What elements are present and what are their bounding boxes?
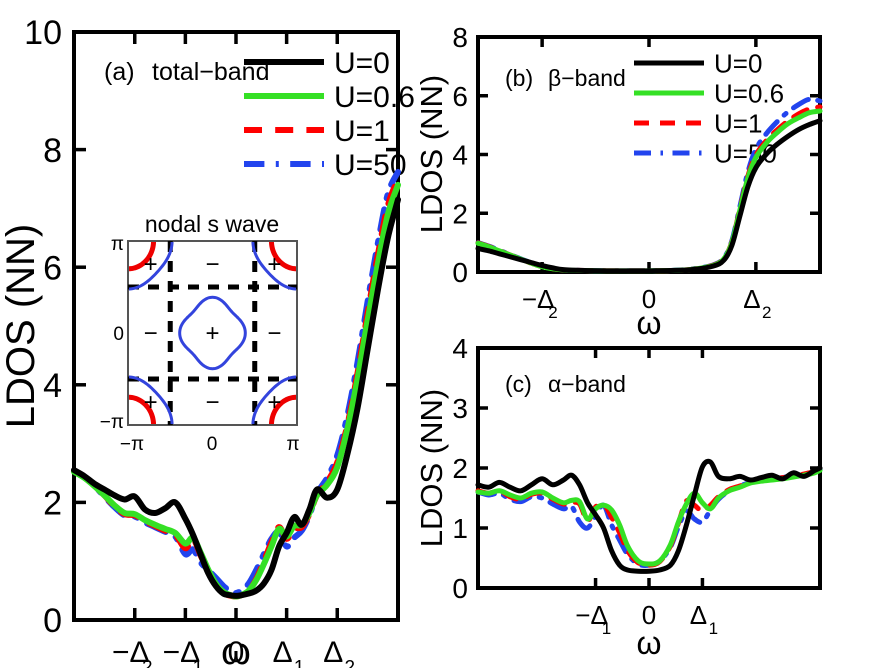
x-tick-label-subscript: 2 [548,303,557,322]
x-tick-label-subscript: 2 [142,657,153,668]
panel-b-curves [475,96,823,274]
panel-b-x-tick-labels: −Δ2 0 Δ 2 [522,284,772,322]
y-tick-label: 8 [452,22,468,53]
panel-c-tag: (c) [505,371,532,397]
x-tick-label-subscript: 2 [762,303,771,322]
x-tick-label: 0 [642,600,656,630]
x-tick-label-subscript: 2 [345,657,356,668]
legend-label-U-0: U=0 [334,47,390,80]
panel-a-tag: (a) [104,58,135,86]
panel-c-x-ticks [593,348,705,588]
panel-b-title: β−band [548,65,626,91]
panel-a-curves [71,168,401,600]
panel-a-inset: nodal s wave + − + − + − + − + π 0 −π −π 0 π [100,211,300,455]
legend-label-U-0-6: U=0.6 [334,81,415,114]
gap-sign-label: − [205,251,219,278]
y-tick-label: 2 [452,198,468,229]
x-tick-label: −Δ [522,284,555,314]
fermi-surface-corner-pocket [129,242,174,291]
panel-a-x-ticks [133,32,339,620]
gap-sign-label: − [267,320,281,347]
inset-clipped-curves [129,242,296,424]
gap-sign-label: + [144,251,158,278]
panel-c-xlabel: ω [637,625,662,661]
y-tick-label: 0 [43,602,62,640]
panel-c-ylabel: LDOS (NN) [414,389,449,547]
series-line-U-0 [475,118,823,274]
inset-ytick-minus-pi: −π [100,412,124,433]
legend-label-U-0: U=0 [714,48,762,78]
gap-sign-label: − [205,389,219,416]
gap-node-arc [129,394,157,424]
gap-node-arc [129,242,157,272]
y-tick-label: 3 [452,393,468,424]
panel-a-x-tick-labels: −Δ2 −Δ1 0 Δ 1 Δ 2 [112,636,355,668]
panel-c-y-tick-labels: 0 1 2 3 4 [452,333,468,604]
x-tick-label: −Δ [112,636,150,668]
y-tick-label: 6 [43,249,62,287]
panel-c-curves [475,458,823,574]
x-tick-label: Δ [743,284,760,314]
y-tick-label: 8 [43,132,62,170]
x-tick-label: −Δ [163,636,201,668]
y-tick-label: 1 [452,513,468,544]
gap-sign-label: + [205,320,219,347]
x-tick-label: 0 [642,284,656,314]
inset-ytick-pi: π [111,234,124,255]
x-tick-label-subscript: 1 [193,657,204,668]
gap-sign-label: + [144,389,158,416]
y-tick-label: 4 [452,140,468,171]
legend-label-U-1: U=1 [334,115,390,148]
y-tick-label: 4 [452,333,468,364]
legend-label-U-0-6: U=0.6 [714,78,784,108]
gap-sign-label: − [144,320,158,347]
fermi-surface-corner-pocket [129,375,174,424]
panel-b-xlabel: ω [637,305,662,341]
y-tick-label: 2 [43,485,62,523]
gap-sign-label: + [267,251,281,278]
series-line-U-0 [475,458,823,574]
x-tick-label-subscript: 1 [294,657,305,668]
inset-ytick-zero: 0 [113,324,124,345]
gap-sign-label: + [267,389,281,416]
legend-label-U-1: U=1 [714,108,762,138]
x-tick-label: Δ [690,600,707,630]
panel-a-xlabel: ω [221,631,251,668]
x-tick-label: Δ [273,636,293,668]
fermi-surface-central-pocket [178,295,247,371]
y-tick-label: 0 [452,573,468,604]
inset-xtick-minus-pi: −π [120,434,144,455]
x-tick-label: Δ [323,636,343,668]
panel-b-y-ticks [478,35,820,274]
series-line-U-0-6 [475,467,823,567]
panel-b-tag: (b) [505,65,533,91]
y-tick-label: 6 [452,81,468,112]
series-line-U-0 [71,196,401,599]
y-tick-label: 4 [43,367,62,405]
panel-c-title: α−band [548,371,626,397]
panel-c-x-tick-labels: −Δ1 0 Δ 1 [575,600,718,638]
y-tick-label: 10 [24,14,62,52]
panel-b-ylabel: LDOS (NN) [414,75,449,233]
panel-a-y-tick-labels: 0 2 4 6 8 10 [24,14,62,640]
panel-a-y-ticks [74,30,398,622]
inset-xtick-zero: 0 [207,434,218,455]
panel-b-y-tick-labels: 0 2 4 6 8 [452,22,468,288]
y-tick-label: 0 [452,257,468,288]
x-tick-label-subscript: 1 [709,619,718,638]
x-tick-label: −Δ [575,600,608,630]
inset-title: nodal s wave [145,211,279,237]
panel-a-ylabel: LDOS (NN) [0,224,43,428]
x-tick-label: 0 [228,636,245,668]
inset-brillouin-zone: + − + − + − + − + [128,241,297,425]
inset-xtick-pi: π [286,434,299,455]
y-tick-label: 2 [452,453,468,484]
x-tick-label-subscript: 1 [602,619,611,638]
